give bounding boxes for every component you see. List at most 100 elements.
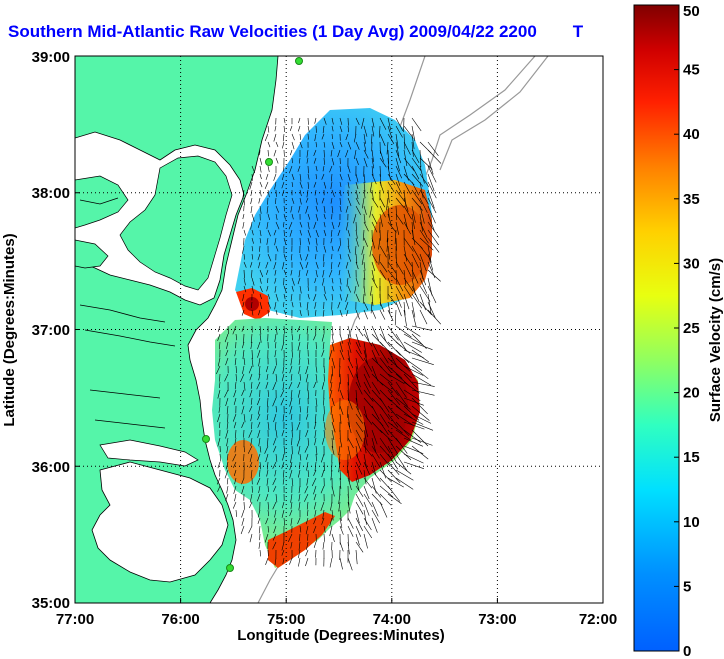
velocity-arrow [371, 341, 380, 356]
velocity-arrow [411, 149, 420, 164]
velocity-arrow [403, 405, 420, 421]
velocity-arrow [273, 261, 277, 270]
velocity-arrow [249, 533, 253, 543]
velocity-arrow [371, 269, 375, 282]
velocity-arrow [347, 165, 351, 173]
velocity-arrow [283, 517, 285, 526]
velocity-arrow [226, 445, 229, 454]
velocity-arrow [306, 477, 309, 486]
velocity-arrow [217, 357, 221, 367]
velocity-arrow [225, 357, 229, 366]
velocity-arrow [283, 301, 285, 308]
velocity-arrow [242, 301, 245, 308]
velocity-arrow [259, 269, 264, 278]
velocity-arrow [274, 333, 277, 342]
velocity-arrow [297, 341, 301, 351]
chart-title: Southern Mid-Atlantic Raw Velocities (1 … [8, 22, 583, 42]
velocity-arrow [297, 381, 301, 389]
velocity-arrow [267, 149, 269, 157]
velocity-arrow [299, 525, 302, 533]
velocity-arrow [395, 237, 397, 251]
velocity-arrow [280, 397, 285, 406]
velocity-arrow [339, 405, 344, 415]
velocity-arrow [347, 341, 352, 353]
velocity-arrow [297, 389, 301, 398]
velocity-cape-hatteras [227, 440, 259, 484]
velocity-arrow [339, 285, 342, 292]
velocity-arrow [338, 269, 341, 276]
velocity-arrow [249, 373, 253, 381]
velocity-arrow [266, 237, 269, 245]
velocity-arrow [281, 549, 285, 556]
velocity-arrow [403, 181, 411, 195]
velocity-arrow [242, 221, 245, 229]
velocity-arrow [282, 133, 285, 142]
velocity-arrow [235, 333, 238, 341]
velocity-arrow [371, 165, 374, 177]
velocity-arrow [305, 453, 309, 460]
velocity-arrow [306, 501, 309, 510]
velocity-arrow [347, 349, 350, 361]
velocity-arrow [403, 461, 424, 469]
velocity-arrow [299, 189, 302, 197]
velocity-arrow [387, 309, 394, 321]
velocity-arrow [427, 197, 437, 214]
velocity-arrow [411, 141, 414, 157]
velocity-arrow [259, 469, 261, 477]
velocity-arrow [234, 437, 237, 445]
velocity-arrow [235, 509, 237, 517]
colorbar-tick-label: 25 [683, 320, 700, 337]
velocity-arrow [274, 181, 277, 190]
velocity-arrow [387, 365, 403, 379]
velocity-arrow [355, 365, 359, 379]
velocity-arrow [371, 389, 383, 402]
velocity-arrow [395, 429, 412, 441]
velocity-arrow [347, 461, 349, 474]
velocity-arrow [363, 141, 367, 152]
velocity-arrow [331, 485, 335, 497]
velocity-arrow [291, 173, 295, 181]
velocity-arrow [331, 341, 335, 352]
velocity-arrow [379, 397, 390, 413]
velocity-arrow [387, 325, 399, 341]
velocity-arrow [387, 469, 401, 484]
velocity-arrow [283, 165, 285, 172]
velocity-arrow [347, 557, 353, 571]
velocity-arrow [419, 181, 424, 199]
velocity-arrow [249, 461, 253, 468]
velocity-arrow [264, 445, 269, 454]
velocity-arrow [267, 485, 269, 493]
velocity-arrow [323, 181, 327, 189]
velocity-arrow [346, 221, 349, 231]
velocity-arrow [275, 293, 279, 302]
velocity-arrow [267, 501, 269, 510]
velocity-arrow [257, 413, 261, 421]
velocity-arrow [322, 269, 325, 278]
velocity-arrow [273, 525, 277, 534]
velocity-arrow [323, 253, 325, 262]
velocity-arrow [347, 269, 351, 279]
velocity-arrow [243, 229, 246, 236]
y-tick-label: 39:00 [32, 49, 70, 66]
velocity-arrow [305, 269, 309, 276]
velocity-arrow [411, 365, 429, 380]
velocity-arrow [363, 517, 372, 531]
velocity-arrow [226, 477, 229, 485]
velocity-arrow [299, 309, 302, 316]
velocity-arrow [259, 293, 262, 300]
velocity-arrow [371, 213, 378, 225]
velocity-arrow [411, 173, 424, 187]
velocity-arrow [259, 325, 262, 335]
velocity-arrow [299, 405, 302, 413]
velocity-arrow [290, 453, 293, 463]
velocity-arrow [282, 477, 285, 485]
velocity-arrow [331, 157, 335, 166]
velocity-arrow [282, 365, 285, 374]
velocity-arrow [379, 357, 392, 373]
velocity-arrow [266, 413, 269, 421]
velocity-arrow [290, 517, 293, 526]
velocity-arrow [313, 381, 317, 389]
colorbar-tick-label: 0 [683, 643, 691, 659]
velocity-arrow [329, 525, 333, 537]
velocity-arrow [234, 349, 237, 357]
